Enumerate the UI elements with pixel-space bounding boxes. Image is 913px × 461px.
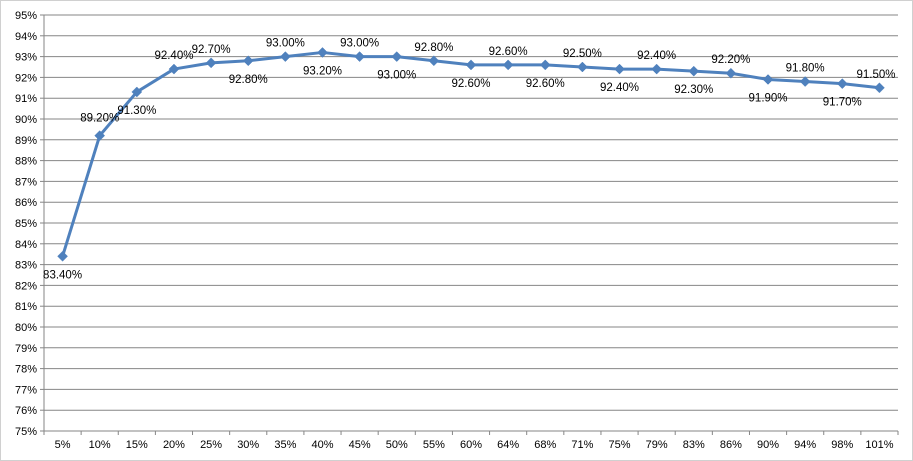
x-axis-ticks: 5% 10% 15% 20% 25% 30% 35% 40% 45% 50% 55% 60% 64% 68… bbox=[43, 431, 899, 451]
data-point-marker bbox=[94, 130, 106, 141]
y-tick-label: 85% bbox=[15, 218, 37, 230]
data-point-marker bbox=[651, 63, 663, 75]
x-tick-label: 15% bbox=[126, 439, 148, 451]
y-tick-label: 92% bbox=[15, 72, 37, 84]
data-label: 92.60% bbox=[451, 78, 490, 90]
data-label: 92.60% bbox=[526, 78, 565, 90]
data-label: 92.40% bbox=[154, 50, 193, 62]
y-tick-label: 87% bbox=[15, 176, 37, 188]
x-tick-label: 83% bbox=[683, 439, 705, 451]
data-point-marker bbox=[317, 47, 328, 58]
x-tick-label: 10% bbox=[89, 439, 111, 451]
x-tick-label: 68% bbox=[534, 439, 556, 451]
data-point-marker bbox=[577, 61, 588, 73]
x-tick-label: 30% bbox=[237, 439, 259, 451]
x-tick-label: 25% bbox=[200, 439, 222, 451]
data-label: 92.20% bbox=[711, 54, 750, 66]
data-label: 92.80% bbox=[414, 42, 453, 54]
series-group bbox=[57, 47, 885, 262]
data-label: 93.00% bbox=[377, 70, 416, 82]
data-label: 92.30% bbox=[674, 84, 713, 96]
y-tick-label: 88% bbox=[15, 156, 37, 168]
y-tick-label: 84% bbox=[15, 239, 37, 251]
y-tick-label: 91% bbox=[15, 93, 37, 105]
y-tick-label: 82% bbox=[15, 280, 37, 292]
data-point-marker bbox=[242, 55, 254, 67]
x-tick-label: 60% bbox=[460, 439, 482, 451]
x-tick-label: 64% bbox=[497, 439, 519, 451]
data-label: 93.20% bbox=[303, 65, 342, 77]
data-point-marker bbox=[354, 51, 365, 62]
x-tick-label: 86% bbox=[720, 439, 742, 451]
data-label: 91.90% bbox=[749, 92, 788, 104]
x-tick-label: 71% bbox=[571, 439, 593, 451]
data-label: 93.00% bbox=[340, 38, 379, 50]
data-label: 92.40% bbox=[637, 50, 676, 62]
y-tick-label: 77% bbox=[15, 384, 37, 396]
data-point-marker bbox=[725, 67, 737, 79]
y-tick-label: 80% bbox=[15, 322, 37, 334]
x-tick-label: 98% bbox=[831, 439, 853, 451]
y-tick-label: 78% bbox=[15, 364, 37, 376]
y-tick-label: 79% bbox=[15, 343, 37, 355]
y-tick-label: 89% bbox=[15, 135, 37, 147]
data-point-marker bbox=[428, 55, 440, 67]
x-tick-label: 20% bbox=[163, 439, 185, 451]
x-tick-label: 101% bbox=[865, 439, 893, 451]
x-tick-label: 40% bbox=[311, 439, 333, 451]
data-point-marker bbox=[57, 250, 68, 262]
y-axis-ticks: 75% 76% 77% 78% 79% 80% 81% 82% 83% 84% 85% 86% 87% 8… bbox=[15, 10, 44, 438]
y-tick-label: 83% bbox=[15, 260, 37, 272]
data-label: 92.50% bbox=[563, 48, 602, 60]
data-point-marker bbox=[762, 74, 774, 85]
data-label: 92.60% bbox=[489, 46, 528, 58]
data-label: 92.70% bbox=[192, 44, 231, 56]
data-label: 91.50% bbox=[856, 69, 895, 81]
y-tick-label: 90% bbox=[15, 114, 37, 126]
y-tick-label: 81% bbox=[15, 301, 37, 313]
data-label: 91.70% bbox=[823, 97, 862, 109]
data-point-marker bbox=[205, 57, 217, 69]
data-point-marker bbox=[799, 76, 811, 87]
x-tick-label: 55% bbox=[423, 439, 445, 451]
data-point-marker bbox=[539, 59, 551, 71]
x-tick-label: 79% bbox=[646, 439, 668, 451]
gridlines bbox=[44, 14, 898, 432]
x-tick-label: 75% bbox=[609, 439, 631, 451]
data-point-marker bbox=[391, 51, 403, 62]
x-tick-label: 50% bbox=[386, 439, 408, 451]
x-tick-label: 90% bbox=[757, 439, 779, 451]
data-point-marker bbox=[502, 59, 514, 71]
y-tick-label: 95% bbox=[15, 10, 37, 22]
data-point-marker bbox=[168, 63, 180, 75]
data-point-marker bbox=[614, 63, 625, 75]
x-tick-label: 94% bbox=[794, 439, 816, 451]
data-label: 92.40% bbox=[600, 82, 639, 94]
y-tick-label: 75% bbox=[15, 426, 37, 438]
x-tick-label: 5% bbox=[55, 439, 71, 451]
data-point-marker bbox=[688, 65, 700, 77]
data-label: 89.20% bbox=[80, 113, 119, 125]
data-point-marker bbox=[279, 51, 291, 62]
data-labels: 83.40%89.20%91.30%92.40%92.70%92.80%93.0… bbox=[43, 38, 895, 282]
data-label: 91.30% bbox=[117, 105, 156, 117]
x-tick-label: 45% bbox=[349, 439, 371, 451]
y-tick-label: 86% bbox=[15, 197, 37, 209]
data-label: 93.00% bbox=[266, 38, 305, 50]
y-tick-label: 93% bbox=[15, 52, 37, 64]
data-label: 92.80% bbox=[229, 74, 268, 86]
data-label: 91.80% bbox=[786, 63, 825, 75]
data-point-marker bbox=[874, 82, 885, 94]
y-tick-label: 94% bbox=[15, 31, 37, 43]
data-point-marker bbox=[465, 59, 477, 71]
data-point-marker bbox=[131, 86, 143, 98]
y-tick-label: 76% bbox=[15, 405, 37, 417]
data-label: 83.40% bbox=[43, 269, 82, 281]
data-point-marker bbox=[836, 78, 848, 89]
x-tick-label: 35% bbox=[274, 439, 296, 451]
